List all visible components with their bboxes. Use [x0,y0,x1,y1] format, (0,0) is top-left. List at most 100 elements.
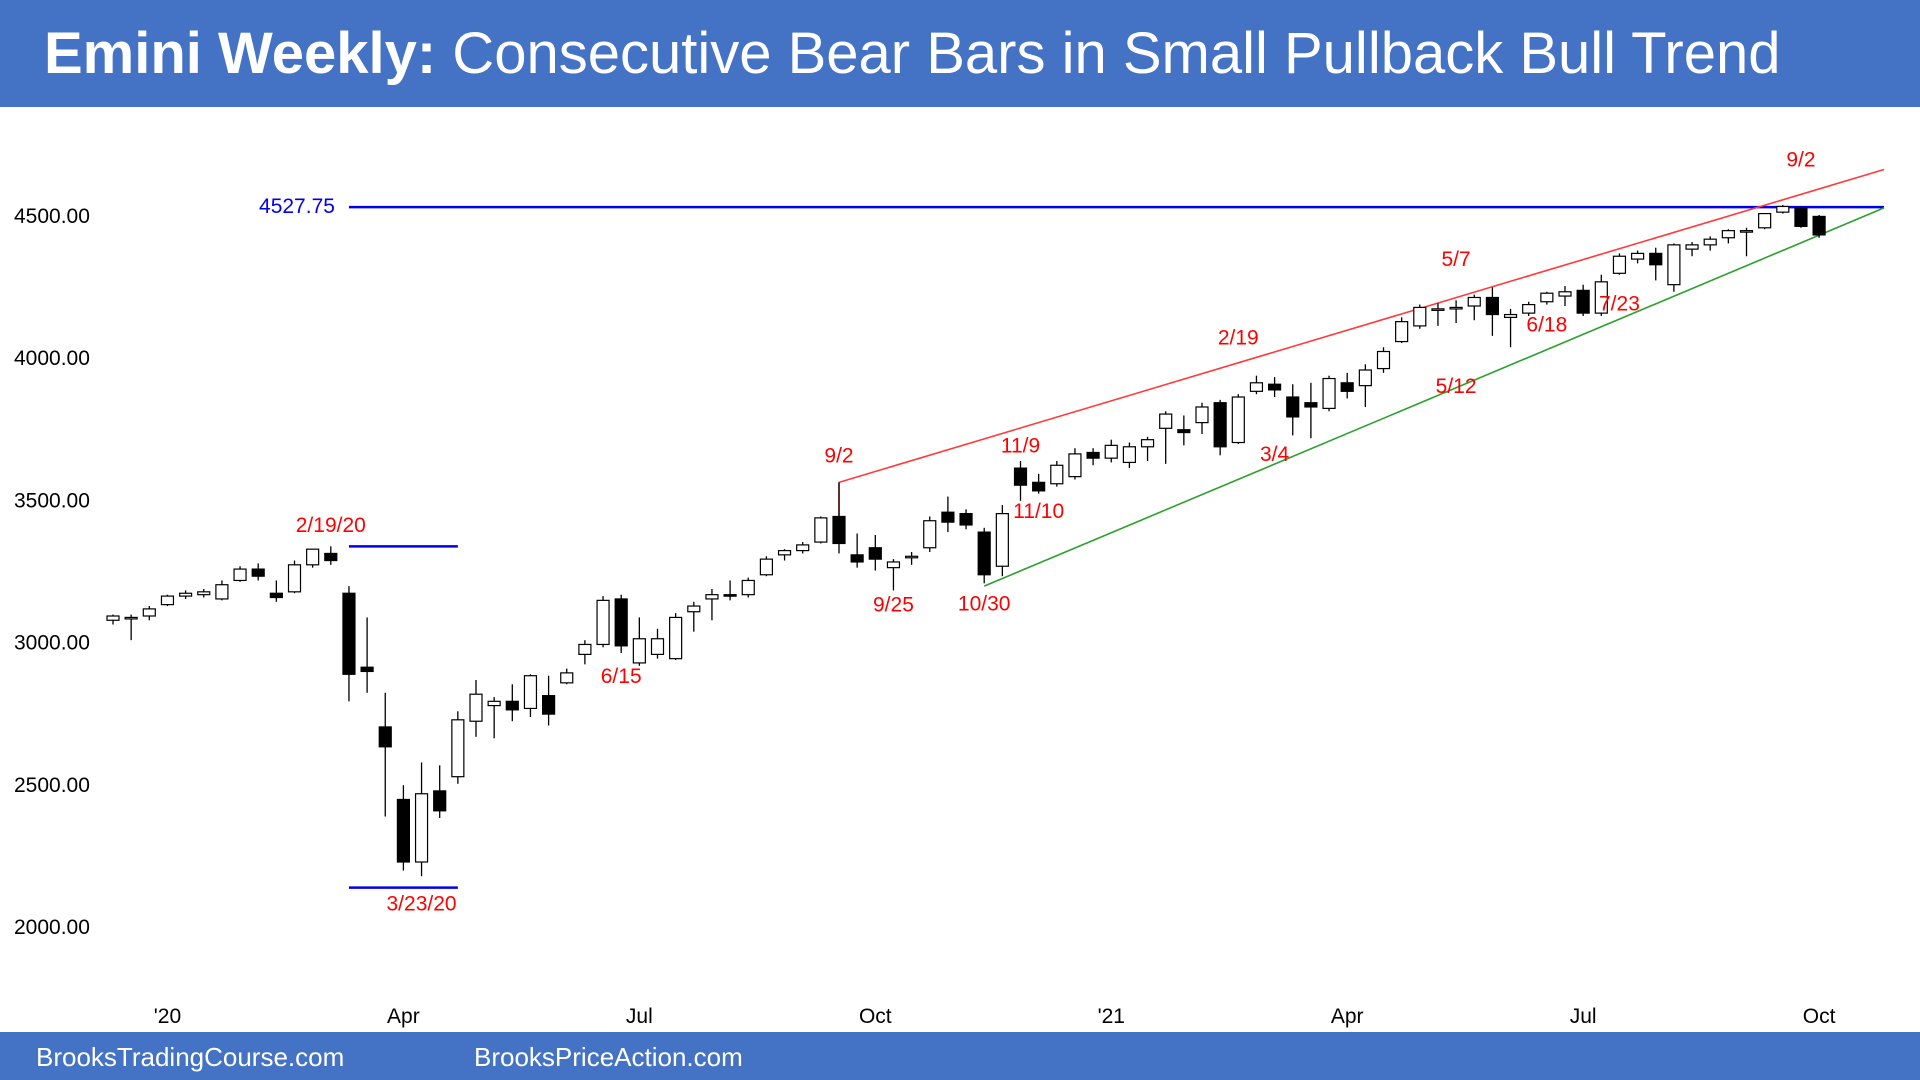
candle-body [523,675,538,710]
candle-body [1812,215,1826,236]
candle [1649,247,1663,281]
date-annotation: 11/9 [1001,434,1040,457]
candle [505,684,519,722]
candle-body [977,531,991,576]
y-tick-label: 3500.00 [14,489,90,512]
candle [1540,291,1554,305]
candle-body [1612,255,1627,274]
candle [396,785,410,871]
candle [1558,286,1572,307]
x-tick-label: Oct [1803,1005,1836,1028]
date-annotation: 6/15 [601,665,642,688]
candle-body [1304,402,1318,408]
upper-trendline [838,168,1885,484]
candle [1776,205,1790,214]
x-tick-label: '21 [1098,1005,1125,1028]
footer-link-brookspriceaction[interactable]: BrooksPriceAction.com [474,1042,743,1072]
date-annotation: 6/18 [1526,314,1567,337]
candle-body [1050,464,1064,485]
candle-body [596,599,610,646]
date-annotation: 3/23/20 [387,892,457,915]
candle [578,640,592,665]
candle [1050,461,1064,487]
candle-body [777,549,792,556]
candle-body [1431,308,1445,311]
candle [1703,236,1717,251]
candle-body [1576,289,1590,314]
candle [306,548,320,568]
candle-body [1231,396,1245,444]
candle-body [941,511,955,523]
candle [251,563,265,581]
candle [1667,243,1681,292]
candle-body [1032,481,1046,492]
chart-title-rest: Consecutive Bear Bars in Small Pullback … [436,21,1781,86]
candle-body [723,594,737,597]
candle-body [124,616,138,620]
candle [777,549,792,561]
candle [1104,439,1118,463]
candle-body [814,517,828,543]
candle [1413,304,1427,329]
candle [1630,250,1645,264]
candle-body [1286,396,1300,418]
footer-link-brookstradingcourse[interactable]: BrooksTradingCourse.com [36,1042,345,1072]
candle-body [1413,306,1427,327]
candle-body [1594,281,1608,314]
candle [1503,308,1518,348]
candle-body [796,544,810,552]
candle-body [832,515,846,545]
candle-body [1104,444,1118,459]
candle-body [705,594,719,600]
candle-body [1322,377,1336,409]
y-tick-label: 4000.00 [14,347,90,370]
candle-body [1467,296,1481,307]
candle-body [759,558,774,576]
candle [142,606,156,621]
date-annotations: 2/19/20 3/23/20 6/15 9/2 9/25 10/30 11/9 11/10 2… [296,149,1816,916]
candle [269,580,283,602]
candle [1576,284,1590,316]
date-annotation: 2/19/20 [296,514,366,537]
candle-body [904,555,919,559]
candle [1032,473,1046,494]
candle-body [360,666,374,673]
candle [1612,253,1627,275]
candle-body [451,719,465,778]
candle-body [1213,402,1227,448]
candle [342,586,356,702]
candle [1249,375,1264,395]
candle-body [687,605,701,613]
candle-body [1649,252,1663,266]
candle [1395,317,1409,343]
candle-body [469,693,483,722]
candle [233,566,247,582]
candle [1594,274,1608,316]
candle-body [197,591,211,596]
candle-body [1667,244,1681,286]
candle-body [269,592,283,599]
candle-body [1140,439,1155,448]
lower-trendline [983,207,1885,587]
candle-body [1794,207,1808,227]
candle [1685,242,1699,257]
candle [687,601,701,632]
candle-body [1721,230,1735,239]
chart-title-bold: Emini Weekly: [44,21,437,86]
candle-body [1449,306,1463,310]
candle-body [1122,446,1137,464]
candle [959,509,973,530]
candle [1358,364,1372,407]
candle [469,679,483,737]
candle [1449,300,1463,324]
title-banner: Emini Weekly: Consecutive Bear Bars in S… [0,0,1920,107]
date-annotation: 7/23 [1599,292,1640,315]
candle-body [995,513,1009,567]
candle [1122,442,1137,469]
candle-body [850,554,864,563]
candle [868,534,882,571]
candle [1376,347,1391,373]
candle-body [1195,406,1209,424]
candle-body [233,568,247,582]
candle [433,765,447,818]
